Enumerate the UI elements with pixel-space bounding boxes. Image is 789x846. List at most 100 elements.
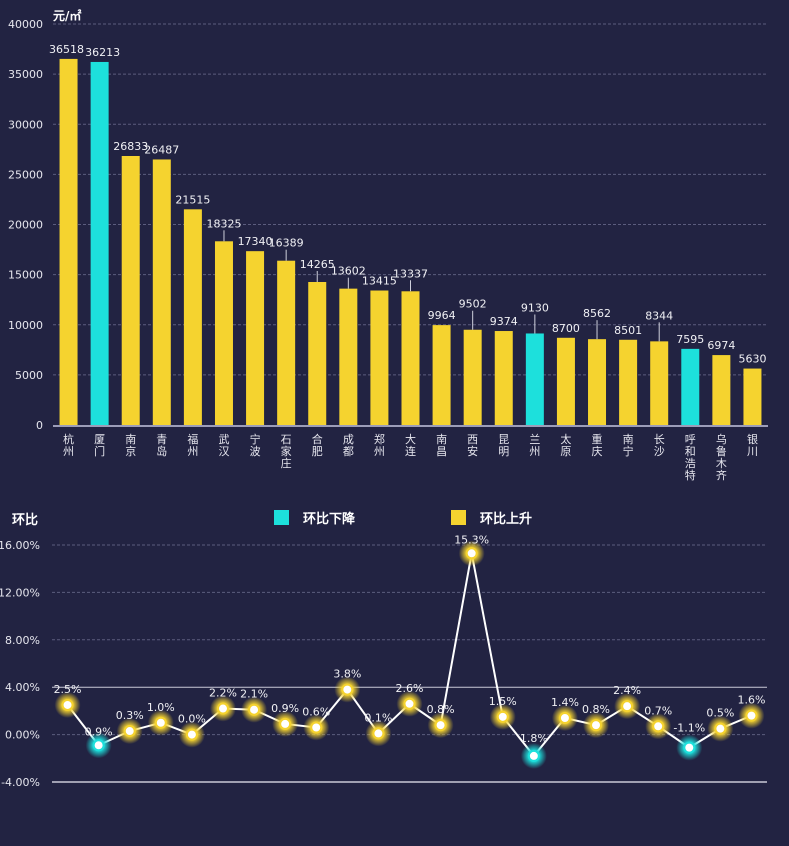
bar-value-label: 13602 [331, 265, 366, 278]
line-point [216, 702, 229, 715]
line-value-label: 15.3% [454, 533, 489, 546]
bar-y-tick-label: 25000 [8, 168, 43, 181]
line-value-label: 0.8% [582, 703, 610, 716]
line-point [154, 716, 167, 729]
bar-y-tick-label: 0 [36, 419, 43, 432]
bar-category-label: 重庆 [592, 432, 603, 458]
line-value-label: 1.0% [147, 701, 175, 714]
line-value-label: 0.9% [271, 702, 299, 715]
legend-swatch-fall [274, 510, 289, 525]
line-value-label: 1.6% [737, 694, 765, 707]
bar-y-tick-label: 40000 [8, 18, 43, 31]
line-value-label: -1.1% [673, 722, 705, 735]
bar-y-tick-label: 20000 [8, 219, 43, 232]
line-point [279, 717, 292, 730]
bar-value-label: 5630 [738, 353, 766, 366]
bar-value-label: 13337 [393, 267, 428, 280]
bar-y-tick-label: 35000 [8, 68, 43, 81]
bar [339, 288, 358, 425]
bar [214, 241, 233, 425]
line-value-label: 0.9% [85, 725, 113, 738]
bar-category-label: 乌鲁木齐 [716, 432, 727, 482]
line-value-label: 0.3% [116, 709, 144, 722]
line-value-label: 0.1% [364, 711, 392, 724]
line-points: 2.5%0.9%0.3%1.0%0.0%2.2% 2.1%0.9% 0.6%3.8%… [54, 533, 765, 769]
price-bar-chart: 元/㎡ 0 5000 10000 15000 20000 25000 30000 35000 4… [8, 8, 768, 482]
bar [556, 337, 575, 425]
line-point [434, 719, 447, 732]
bar-value-label: 8501 [614, 324, 642, 337]
bar-category-label: 大连 [405, 432, 416, 458]
line-point [558, 712, 571, 725]
legend-item-rise[interactable]: 环比上升 [451, 510, 532, 527]
bar-category-label: 郑州 [374, 432, 385, 458]
line-y-title: 环比 [12, 512, 38, 528]
line-point [372, 727, 385, 740]
legend: 环比下降 环比上升 [274, 510, 532, 527]
bar-value-label: 8700 [552, 322, 580, 335]
line-point [310, 721, 323, 734]
bar-category-label: 杭州 [63, 432, 74, 458]
bar [246, 251, 265, 425]
bar-category-label: 长沙 [654, 433, 665, 458]
bar-y-tick-label: 5000 [15, 369, 43, 382]
line-point [403, 697, 416, 710]
bar-category-label: 兰州 [529, 433, 540, 458]
mom-line-chart: 环比 环比下降 环比上升 -4.00% 0.00% 4.00% 8.00% 12.00%… [0, 510, 767, 789]
line-point [652, 720, 665, 733]
line-value-label: 0.0% [178, 713, 206, 726]
line-point [527, 749, 540, 762]
line-value-label: 0.5% [706, 707, 734, 720]
bar-gridlines [53, 23, 768, 427]
bar-value-label: 17340 [238, 235, 273, 248]
bar [183, 209, 202, 425]
bar-value-label: 9374 [490, 315, 518, 328]
line-point [745, 709, 758, 722]
bar [681, 348, 700, 425]
bar [152, 159, 171, 425]
bar-category-label: 武汉 [218, 433, 229, 458]
bar-y-tick-label: 30000 [8, 118, 43, 131]
bar-category-label: 呼和浩特 [685, 433, 696, 482]
bar [463, 329, 482, 425]
bar [588, 339, 607, 425]
bar-value-label: 18325 [206, 217, 241, 230]
line-value-label: 0.8% [427, 703, 455, 716]
line-point [465, 547, 478, 560]
bar-category-label: 南京 [125, 433, 136, 458]
line-value-label: 0.7% [644, 704, 672, 717]
bar [743, 368, 762, 425]
bar-category-label: 南昌 [436, 433, 447, 458]
bar-value-label: 14265 [300, 258, 335, 271]
bar-value-label: 8562 [583, 307, 611, 320]
line-value-label: 3.8% [333, 668, 361, 681]
line-point [496, 710, 509, 723]
bar-value-label: 26833 [113, 140, 148, 153]
line-y-axis: -4.00% 0.00% 4.00% 8.00% 12.00% 16.00% [0, 539, 40, 789]
legend-swatch-rise [451, 510, 466, 525]
line-value-label: 0.6% [302, 705, 330, 718]
line-point [185, 728, 198, 741]
line-value-label: 2.1% [240, 688, 268, 701]
bar-y-axis: 0 5000 10000 15000 20000 25000 30000 35000 40000 [8, 18, 43, 432]
line-y-tick-label: 0.00% [5, 729, 40, 742]
line-y-tick-label: 12.00% [0, 586, 40, 599]
line-point [123, 725, 136, 738]
line-y-tick-label: -4.00% [1, 776, 40, 789]
bar [712, 355, 731, 425]
legend-item-fall[interactable]: 环比下降 [274, 510, 356, 527]
line-point [621, 700, 634, 713]
bar-category-label: 昆明 [498, 433, 509, 458]
line-point [590, 719, 603, 732]
line-value-label: 1.4% [551, 696, 579, 709]
bar-category-label: 青岛 [156, 433, 167, 458]
bar-value-label: 36518 [49, 43, 84, 56]
line-value-label: 2.2% [209, 687, 237, 700]
bar-value-label: 26487 [144, 143, 179, 156]
bar-value-label: 8344 [645, 309, 673, 322]
line-y-tick-label: 8.00% [5, 634, 40, 647]
bar-y-tick-label: 10000 [8, 319, 43, 332]
bar [90, 61, 109, 426]
